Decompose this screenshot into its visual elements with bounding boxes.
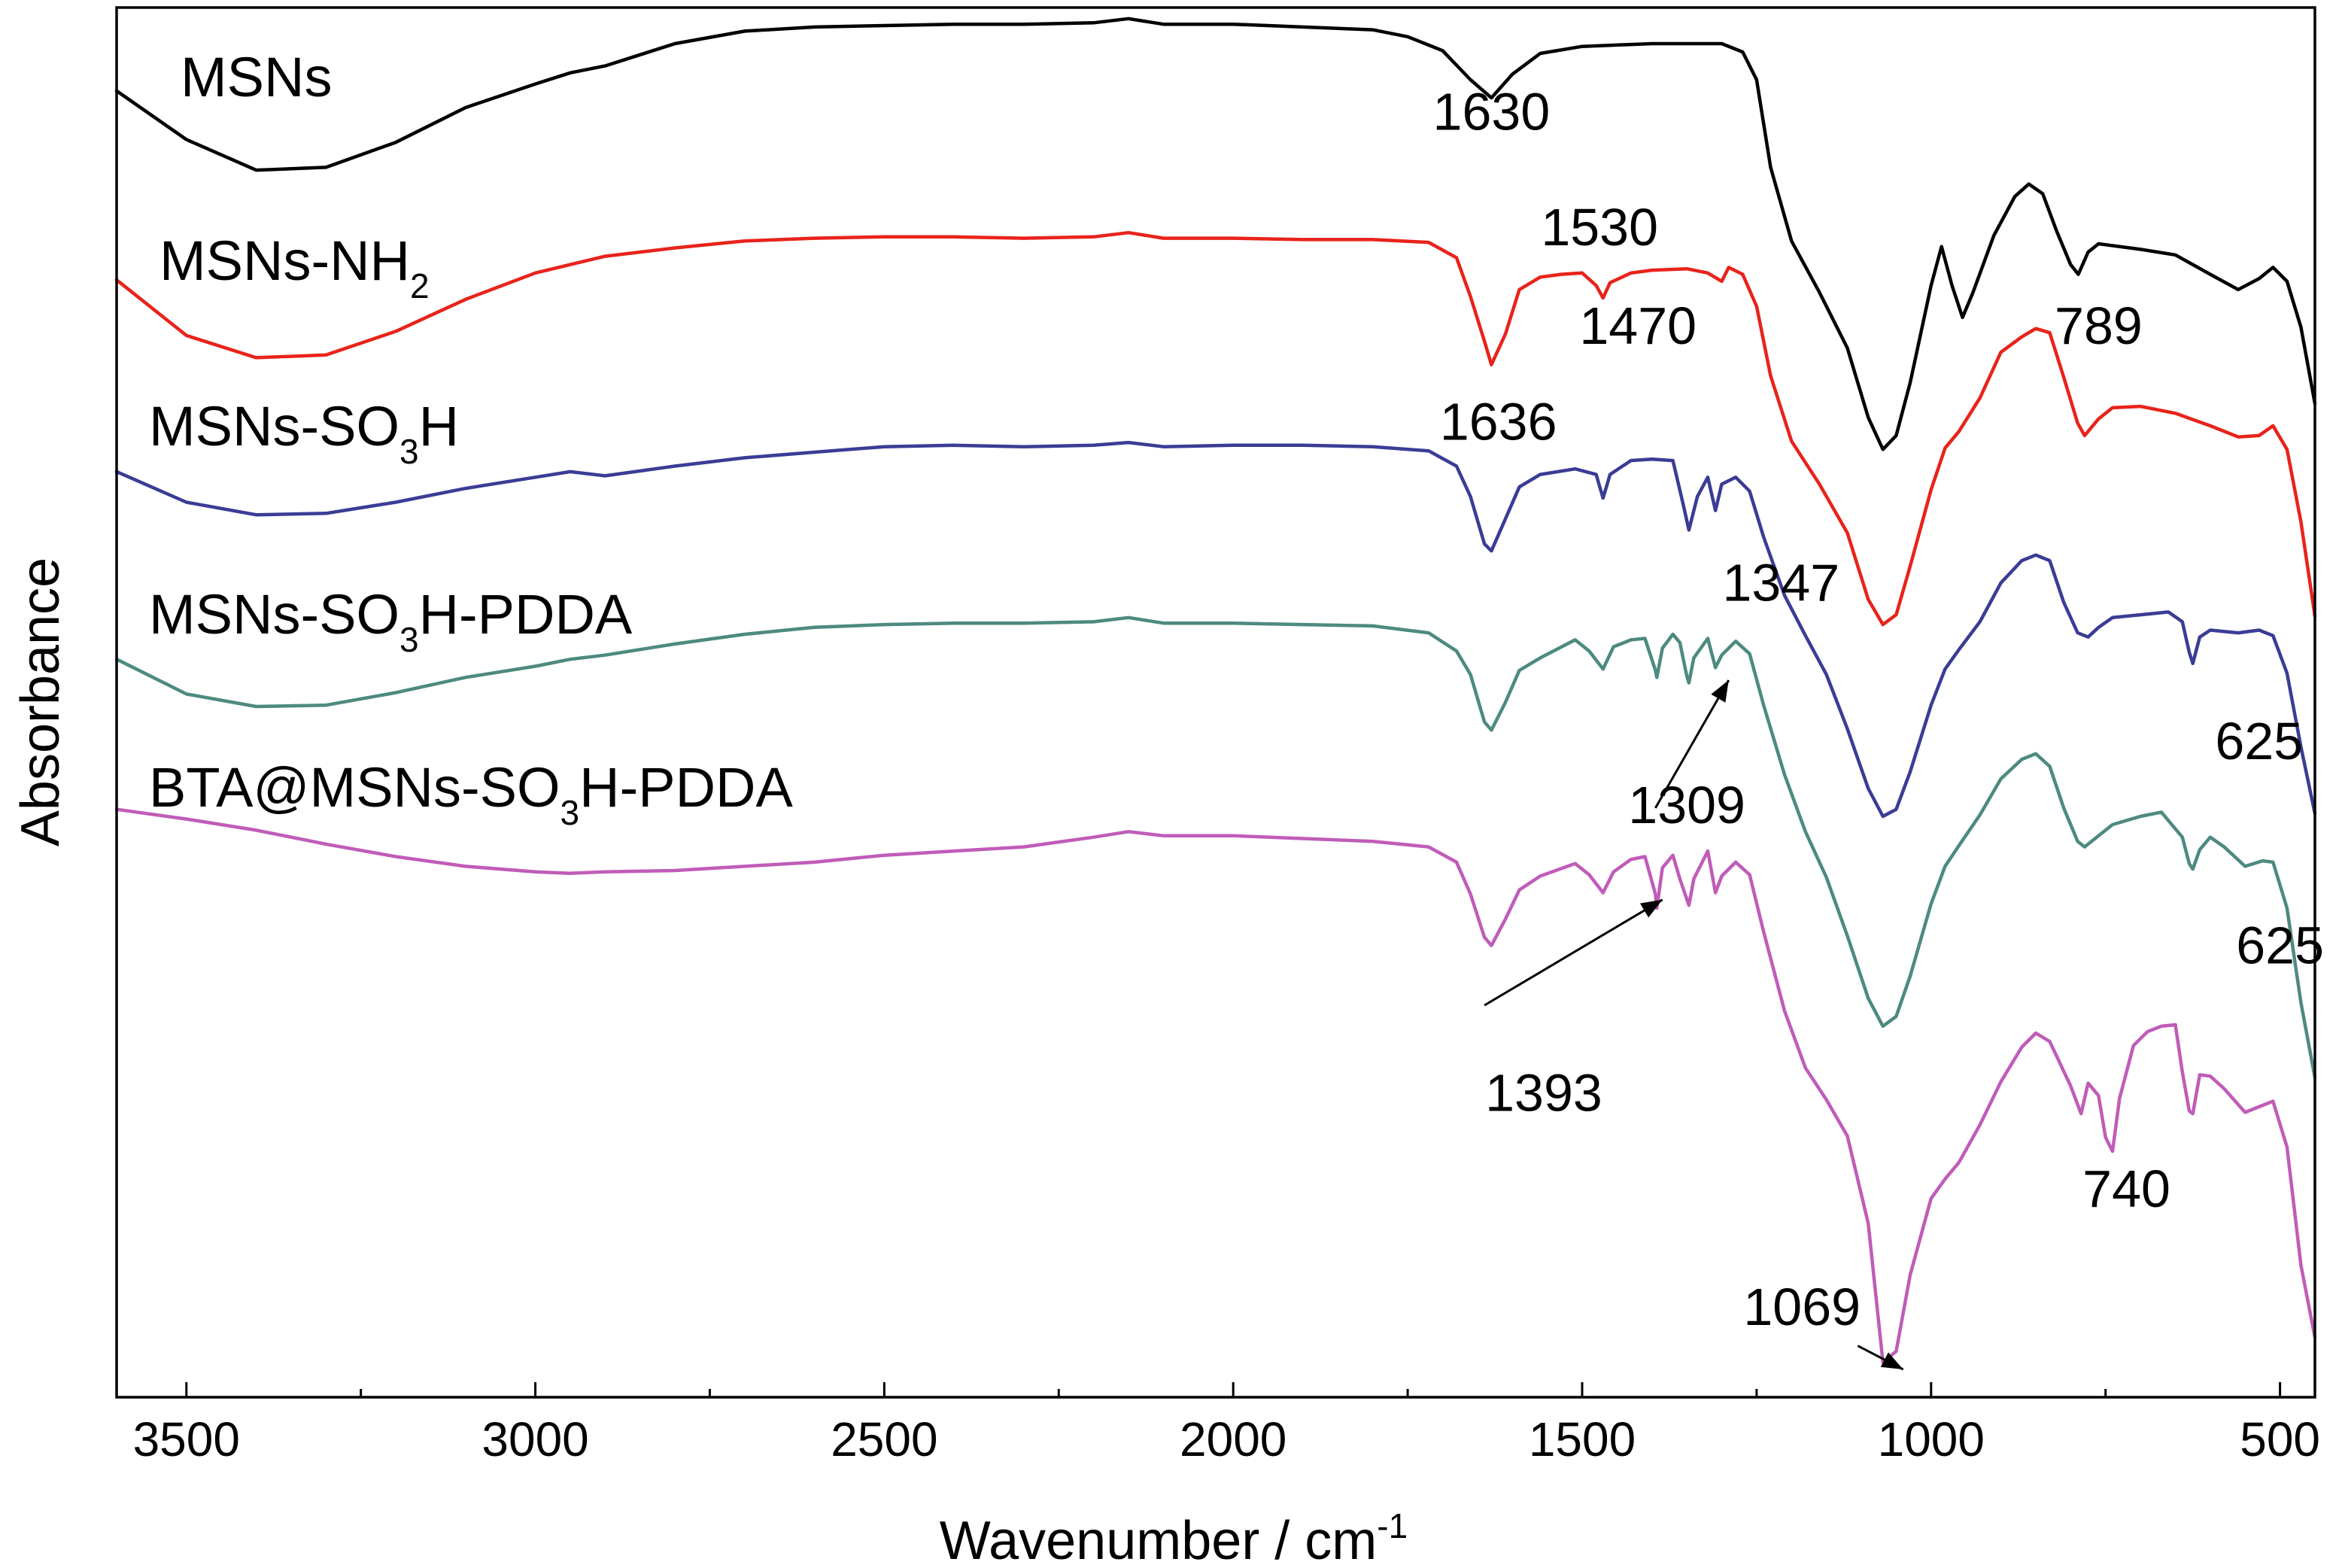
series-line-1 (114, 17, 2317, 451)
x-tick-label: 2500 (831, 1412, 937, 1466)
x-tick-label: 2000 (1180, 1412, 1286, 1466)
peak-annotations: 1630 1530 1470 789 1636 1347 625 1309 625 1393 740… (1433, 83, 2324, 1336)
series-label-4: MSNs-SO3H-PDDA (149, 583, 633, 659)
series-line-5 (114, 807, 2317, 1365)
peak-label-1636: 1636 (1440, 392, 1557, 451)
series-labels: MSNs MSNs-NH2 MSNs-SO3H MSNs-SO3H-PDDA BTA@M… (149, 46, 793, 832)
annotation-arrows (1484, 679, 1904, 1371)
series-layer (114, 17, 2317, 1365)
peak-label-1393: 1393 (1485, 1064, 1602, 1123)
peak-label-1309: 1309 (1628, 776, 1745, 834)
series-label-2: MSNs-NH2 (159, 229, 430, 305)
annotation-arrow-line (1484, 898, 1663, 1007)
peak-label-1347: 1347 (1723, 554, 1840, 612)
x-tick-label: 500 (2240, 1412, 2320, 1466)
peak-label-1069: 1069 (1743, 1278, 1861, 1336)
series-line-4 (114, 615, 2317, 1080)
series-label-3: MSNs-SO3H (149, 395, 459, 471)
peak-label-740: 740 (2082, 1159, 2170, 1218)
peak-label-1470: 1470 (1579, 296, 1697, 355)
x-tick-label: 1500 (1529, 1412, 1636, 1466)
y-axis-title: Absorbance (11, 558, 71, 846)
peak-label-1630: 1630 (1433, 83, 1551, 141)
series-label-5: BTA@MSNs-SO3H-PDDA (149, 756, 793, 832)
annotation-arrowhead (1880, 1352, 1903, 1370)
peak-label-625: 625 (2236, 916, 2324, 975)
x-tick-label: 3500 (133, 1412, 240, 1466)
x-axis-title: Wavenumber / cm-1 (940, 1506, 1408, 1568)
series-label-1: MSNs (181, 46, 332, 108)
peak-label-789: 789 (2055, 296, 2143, 355)
x-tick-label: 1000 (1878, 1412, 1985, 1466)
series-line-3 (114, 440, 2317, 819)
annotation-arrowhead (1639, 899, 1663, 918)
x-tick-label: 3000 (481, 1412, 588, 1466)
peak-label-1530: 1530 (1541, 198, 1658, 257)
x-axis-ticks: 3500 3000 2500 2000 1500 1000 500 (133, 1382, 2320, 1466)
annotation-arrowhead (1711, 679, 1729, 703)
peak-label-625: 625 (2215, 712, 2303, 770)
plot-frame (115, 6, 2316, 1399)
annotation-arrow-line (1654, 679, 1730, 809)
series-line-2 (114, 230, 2317, 627)
